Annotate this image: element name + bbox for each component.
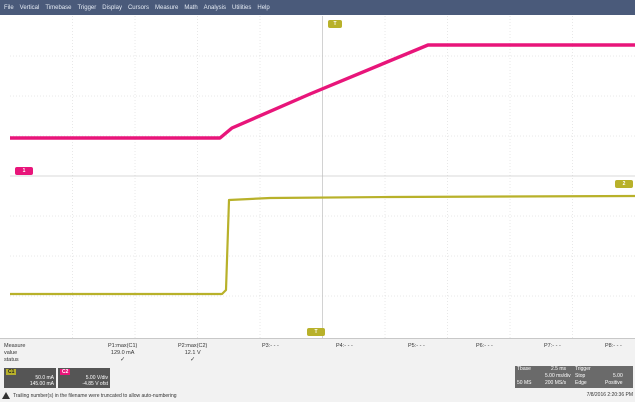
measure-header-status: status: [4, 357, 19, 363]
menu-item-math[interactable]: Math: [184, 4, 198, 11]
measure-header-title: Measure: [4, 343, 26, 349]
ch1-trace: [10, 43, 635, 140]
measure-p1[interactable]: P1:max(C1) 129.0 mA ✓: [108, 343, 137, 364]
c1-scale: 50.0 mA: [35, 375, 54, 381]
p8-name: P8:- - -: [605, 343, 622, 349]
delay-marker-label: T: [314, 329, 318, 335]
menu-item-display[interactable]: Display: [102, 4, 122, 11]
trigger-type: Edge: [575, 380, 587, 386]
measure-p3[interactable]: P3:- - -: [262, 343, 279, 350]
p1-value: 129.0 mA: [110, 350, 135, 356]
measure-p5[interactable]: P5:- - -: [408, 343, 425, 350]
trigger-marker-label: T: [333, 21, 337, 27]
menu-item-trigger[interactable]: Trigger: [77, 4, 97, 11]
ch2-marker-label: 2: [622, 181, 626, 187]
trigger-position-marker[interactable]: T: [328, 20, 342, 28]
trigger-level: 5.00: [613, 373, 623, 379]
ch2-trace: [10, 194, 635, 296]
measure-p6[interactable]: P6:- - -: [476, 343, 493, 350]
footer-timestamp: 7/8/2016 2:20:36 PM: [586, 392, 633, 398]
timebase-trigger-panel[interactable]: Tbase 2.5 ms 5.00 ms/div 50 MS 200 MS/s …: [515, 366, 633, 388]
measure-p8[interactable]: P8:- - -: [605, 343, 622, 350]
status-footer: Trailing number(s) in the filename were …: [2, 392, 177, 399]
c2-offset: -4.85 V ofst: [82, 381, 108, 387]
menu-item-timebase[interactable]: Timebase: [45, 4, 72, 11]
p5-name: P5:- - -: [408, 343, 425, 349]
ch1-marker-label: 1: [22, 168, 26, 174]
channel-2-descriptor[interactable]: C2 5.00 V/div -4.85 V ofst: [58, 368, 110, 388]
menu-item-vertical[interactable]: Vertical: [19, 4, 40, 11]
timebase-delay: 2.5 ms: [551, 366, 567, 372]
waveform-grid: [10, 16, 635, 338]
ch2-offset-marker[interactable]: 2: [615, 180, 633, 188]
p7-name: P7:- - -: [544, 343, 561, 349]
measure-p2[interactable]: P2:max(C2) 12.1 V ✓: [178, 343, 207, 364]
measure-header-value: value: [4, 350, 18, 356]
c2-tag: C2: [60, 369, 71, 375]
trigger-delay-marker[interactable]: T: [307, 328, 325, 336]
timebase-scale: 5.00 ms/div: [545, 373, 571, 379]
warning-icon: [2, 392, 10, 399]
ch1-offset-marker[interactable]: 1: [15, 167, 33, 175]
channel-1-descriptor[interactable]: C1 50.0 mA 145.00 mA: [4, 368, 56, 388]
waveform-display[interactable]: 1 2 T T: [10, 16, 635, 338]
footer-warning: Trailing number(s) in the filename were …: [13, 392, 177, 399]
menu-item-cursors[interactable]: Cursors: [127, 4, 149, 11]
trigger-mode: Stop: [575, 373, 586, 379]
measure-p4[interactable]: P4:- - -: [336, 343, 353, 350]
p2-status: ✓: [190, 357, 196, 363]
menu-item-utilities[interactable]: Utilities: [232, 4, 252, 11]
c1-tag: C1: [6, 369, 17, 375]
p3-name: P3:- - -: [262, 343, 279, 349]
menu-item-file[interactable]: File: [4, 4, 14, 11]
menu-item-measure[interactable]: Measure: [154, 4, 179, 11]
timebase-rate: 200 MS/s: [545, 380, 567, 386]
timebase-samples: 50 MS: [517, 380, 532, 386]
menu-bar: File Vertical Timebase Trigger Display Cursor…: [0, 0, 635, 15]
menu-item-help[interactable]: Help: [257, 4, 270, 11]
measure-header: Measure value status: [4, 343, 25, 364]
timebase-label: Tbase: [517, 366, 531, 372]
p2-name: P2:max(C2): [178, 343, 208, 349]
measure-p7[interactable]: P7:- - -: [544, 343, 561, 350]
menu-item-analysis[interactable]: Analysis: [203, 4, 227, 11]
c1-offset: 145.00 mA: [29, 381, 54, 387]
p6-name: P6:- - -: [476, 343, 493, 349]
p1-status: ✓: [120, 357, 126, 363]
trigger-label: Trigger: [575, 366, 591, 372]
trigger-slope: Positive: [605, 380, 623, 386]
p1-name: P1:max(C1): [108, 343, 138, 349]
p2-value: 12.1 V: [184, 350, 201, 356]
c2-scale: 5.00 V/div: [85, 375, 108, 381]
p4-name: P4:- - -: [336, 343, 353, 349]
